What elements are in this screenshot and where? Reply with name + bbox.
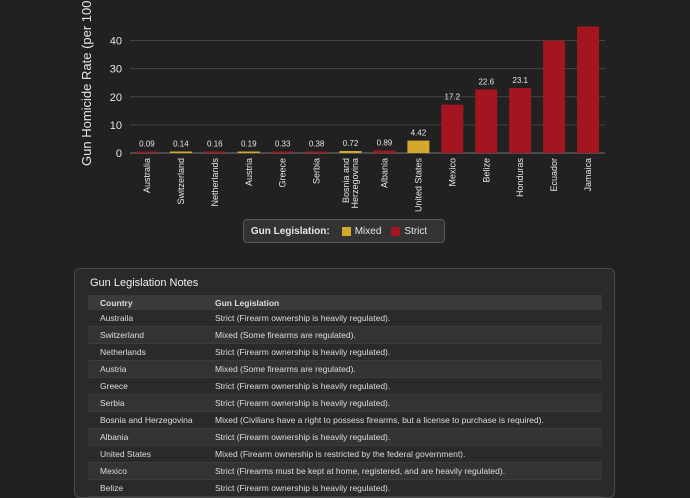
table-row: United States Mixed (Firearm ownership is…: [88, 445, 602, 463]
cell-legislation: Strict (Firearm ownership is heavily reg…: [203, 343, 602, 361]
cell-legislation: Mixed (Civilians have a right to possess…: [203, 411, 602, 429]
bar: [339, 150, 362, 153]
data-label: 0.16: [207, 140, 223, 149]
bar: [169, 151, 192, 153]
cell-country: Switzerland: [88, 326, 203, 344]
cell-country: Belize: [88, 479, 203, 497]
cell-country: United States: [88, 445, 203, 463]
notes-table: Country Gun Legislation Austraila Strict …: [88, 295, 602, 497]
x-tick-label: Bosnia and: [341, 158, 351, 203]
y-axis-label: Gun Homicide Rate (per 100k: [79, 0, 94, 166]
table-row: Albania Strict (Firearm ownership is heav…: [88, 428, 602, 446]
x-tick-label: Australia: [142, 158, 152, 193]
cell-legislation: Mixed (Some firearms are regulated).: [203, 326, 602, 344]
data-label: 0.33: [275, 140, 291, 149]
cell-country: Austria: [88, 360, 203, 378]
legend-swatch-mixed: [341, 226, 351, 236]
bar: [577, 26, 600, 153]
bar: [271, 151, 294, 153]
bar: [135, 151, 158, 153]
legend-item-strict[interactable]: Strict: [391, 226, 427, 237]
table-row: Austria Mixed (Some firearms are regulate…: [88, 360, 602, 378]
bar: [305, 151, 328, 153]
x-tick-label: United States: [413, 158, 423, 213]
notes-header-row: Country Gun Legislation: [88, 295, 602, 310]
x-tick-label: Austria: [244, 158, 254, 186]
legend-swatch-strict: [391, 226, 401, 236]
data-label: 23.1: [512, 76, 528, 85]
bar: [509, 88, 532, 153]
cell-legislation: Mixed (Firearm ownership is restricted b…: [203, 445, 602, 463]
x-tick-label: Greece: [278, 158, 288, 188]
y-tick-label: 0: [116, 148, 122, 160]
data-label: 0.09: [139, 140, 155, 149]
legend-label-strict: Strict: [404, 225, 428, 237]
table-row: Mexico Strict (Firearms must be kept at h…: [88, 462, 602, 480]
header-country: Country: [88, 295, 203, 310]
cell-country: Greece: [88, 377, 203, 395]
bar: [203, 151, 226, 153]
table-row: Belize Strict (Firearm ownership is heavi…: [88, 479, 602, 497]
bar: [543, 40, 566, 153]
x-tick-label: Honduras: [515, 158, 525, 198]
chart-legend: Gun Legislation: Mixed Strict: [243, 219, 445, 243]
x-tick-label: Switzerland: [176, 158, 186, 205]
cell-country: Mexico: [88, 462, 203, 480]
cell-legislation: Strict (Firearm ownership is heavily reg…: [203, 310, 602, 327]
bar-chart: 0 10 20 30 40 Gun Homicide Rate (per 100k 0.09…: [79, 0, 605, 213]
cell-legislation: Strict (Firearm ownership is heavily reg…: [203, 394, 602, 412]
cell-legislation: Mixed (Some firearms are regulated).: [203, 360, 602, 378]
table-row: Switzerland Mixed (Some firearms are regu…: [88, 326, 602, 344]
cell-legislation: Strict (Firearm ownership is heavily reg…: [203, 428, 602, 446]
data-label: 0.72: [343, 139, 359, 148]
cell-legislation: Strict (Firearm ownership is heavily reg…: [203, 377, 602, 395]
x-tick-label: Serbia: [312, 158, 322, 184]
cell-country: Netherlands: [88, 343, 203, 361]
y-tick-label: 30: [110, 64, 122, 76]
x-tick-label: Netherlands: [210, 158, 220, 207]
legislation-notes-panel: Gun Legislation Notes Country Gun Legisl…: [74, 268, 615, 498]
cell-country: Bosnia and Herzegovina: [88, 411, 203, 429]
cell-legislation: Strict (Firearm ownership is heavily reg…: [203, 479, 602, 497]
cell-legislation: Strict (Firearms must be kept at home, r…: [203, 462, 602, 480]
table-row: Serbia Strict (Firearm ownership is heavi…: [88, 394, 602, 412]
x-tick-label: Albania: [379, 158, 389, 188]
data-label: 22.6: [478, 77, 494, 86]
cell-country: Austraila: [88, 310, 203, 327]
y-tick-label: 20: [110, 92, 122, 104]
data-label: 0.38: [309, 140, 325, 149]
bar: [373, 150, 396, 153]
table-row: Netherlands Strict (Firearm ownership is …: [88, 343, 602, 361]
legend-label-mixed: Mixed: [354, 225, 382, 237]
cell-country: Albania: [88, 428, 203, 446]
table-row: Austraila Strict (Firearm ownership is he…: [88, 310, 602, 327]
bar: [237, 151, 260, 153]
table-row: Bosnia and Herzegovina Mixed (Civilians h…: [88, 411, 602, 429]
y-tick-label: 10: [110, 120, 122, 132]
data-label: 0.89: [377, 138, 393, 147]
legend-title: Gun Legislation:: [250, 225, 330, 237]
data-label: 17.2: [445, 93, 461, 102]
x-tick-label: Jamaica: [583, 158, 593, 192]
data-label: 0.14: [173, 140, 189, 149]
data-label: 4.42: [411, 129, 427, 138]
header-legislation: Gun Legislation: [203, 295, 602, 310]
x-tick-label: Mexico: [447, 158, 457, 187]
x-tick-label: Belize: [481, 158, 491, 183]
x-tick-label: Ecuador: [549, 158, 559, 192]
cell-country: Serbia: [88, 394, 203, 412]
data-label: 0.19: [241, 140, 257, 149]
bar: [441, 104, 464, 153]
table-row: Greece Strict (Firearm ownership is heavi…: [88, 377, 602, 395]
legend-item-mixed[interactable]: Mixed: [341, 225, 382, 237]
bar: [475, 89, 498, 153]
notes-title: Gun Legislation Notes: [90, 277, 199, 289]
y-tick-label: 40: [110, 36, 122, 48]
bar: [407, 140, 430, 153]
x-tick-label: Herzegovina: [350, 158, 360, 209]
